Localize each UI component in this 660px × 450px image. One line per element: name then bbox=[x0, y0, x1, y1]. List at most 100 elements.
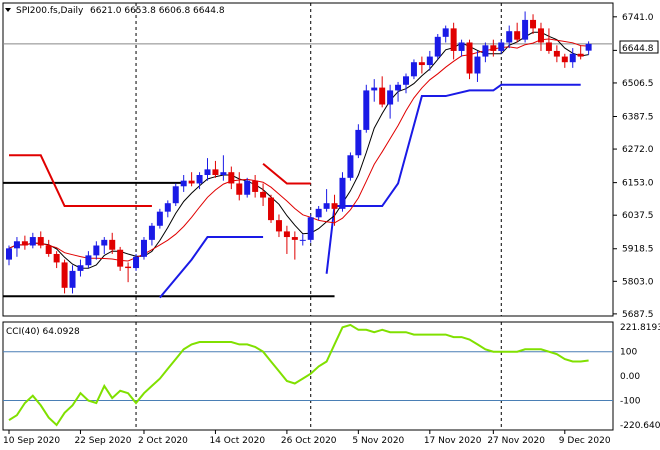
bullish-candle bbox=[140, 237, 147, 260]
candle-body bbox=[490, 45, 497, 51]
bearish-candle bbox=[228, 166, 235, 190]
price-tick-label: 6037.5 bbox=[622, 211, 654, 221]
bullish-candle bbox=[434, 34, 441, 60]
bearish-candle bbox=[553, 45, 560, 63]
blue-envelope-line bbox=[159, 236, 264, 299]
bullish-candle bbox=[299, 234, 306, 246]
candle-body bbox=[474, 56, 481, 74]
bearish-candle bbox=[252, 175, 259, 198]
candle-body bbox=[537, 28, 544, 43]
bullish-candle bbox=[363, 84, 370, 133]
candle-body bbox=[395, 84, 402, 91]
candle-body bbox=[69, 270, 76, 288]
bearish-candle bbox=[418, 56, 425, 74]
bearish-candle bbox=[466, 39, 473, 80]
candle-body bbox=[585, 43, 592, 51]
symbol-dropdown-icon[interactable] bbox=[5, 8, 11, 12]
bearish-candle bbox=[117, 246, 124, 271]
bearish-candle bbox=[236, 172, 243, 201]
bullish-candle bbox=[204, 158, 211, 181]
bullish-candle bbox=[101, 237, 108, 254]
bullish-candle bbox=[498, 39, 505, 54]
candle-body bbox=[244, 180, 251, 195]
candle-body bbox=[545, 42, 552, 51]
bearish-candle bbox=[37, 231, 44, 249]
bullish-candle bbox=[585, 41, 592, 55]
bullish-candle bbox=[426, 50, 433, 71]
candle-body bbox=[315, 208, 322, 218]
bullish-candle bbox=[69, 265, 76, 294]
candle-body bbox=[307, 217, 314, 240]
bullish-candle bbox=[442, 25, 449, 43]
bullish-candle bbox=[307, 214, 314, 243]
bullish-candle bbox=[315, 206, 322, 221]
bullish-candle bbox=[180, 175, 187, 192]
candle-body bbox=[506, 31, 513, 43]
candle-body bbox=[553, 50, 560, 57]
bearish-candle bbox=[125, 262, 132, 283]
main-panel-frame bbox=[2, 2, 614, 317]
candle-body bbox=[236, 183, 243, 195]
candle-body bbox=[347, 155, 354, 178]
chart-title: SPI200.fs,Daily bbox=[16, 6, 84, 16]
bullish-candle bbox=[339, 172, 346, 212]
cci-series-line bbox=[8, 323, 589, 427]
candle-body bbox=[101, 239, 108, 246]
candle-body bbox=[61, 262, 68, 288]
bearish-candle bbox=[53, 251, 60, 269]
bearish-candle bbox=[212, 160, 219, 178]
candle-body bbox=[53, 253, 60, 263]
time-tick-label: 9 Dec 2020 bbox=[559, 436, 611, 446]
candlesticks bbox=[6, 11, 592, 294]
candle-body bbox=[148, 225, 155, 240]
red-envelope-line bbox=[262, 162, 311, 185]
cci-tick-label: 0.00 bbox=[620, 372, 640, 382]
time-tick-label: 5 Nov 2020 bbox=[352, 436, 404, 446]
bullish-candle bbox=[172, 183, 179, 207]
price-tick-label: 6272.0 bbox=[622, 145, 654, 155]
candle-body bbox=[188, 180, 195, 184]
candle-body bbox=[85, 255, 92, 266]
bearish-candle bbox=[537, 22, 544, 51]
price-tick-label: 6741.0 bbox=[622, 13, 654, 23]
candle-body bbox=[291, 237, 298, 240]
bearish-candle bbox=[450, 22, 457, 60]
candle-body bbox=[561, 56, 568, 63]
bullish-candle bbox=[569, 48, 576, 68]
price-tick-label: 5803.0 bbox=[622, 277, 654, 287]
price-tick-label: 5918.5 bbox=[622, 245, 654, 255]
bearish-candle bbox=[514, 22, 521, 43]
candle-body bbox=[180, 180, 187, 187]
candle-body bbox=[418, 62, 425, 66]
candle-body bbox=[426, 56, 433, 66]
envelope-lines bbox=[9, 83, 581, 299]
bullish-candle bbox=[387, 84, 394, 119]
candle-body bbox=[196, 175, 203, 184]
last-price-label: 6644.8 bbox=[622, 44, 654, 54]
candle-body bbox=[133, 256, 140, 269]
time-tick-label: 10 Sep 2020 bbox=[3, 436, 60, 446]
bullish-candle bbox=[13, 237, 20, 257]
bullish-candle bbox=[196, 172, 203, 190]
time-tick-label: 2 Oct 2020 bbox=[138, 436, 188, 446]
candle-body bbox=[125, 266, 132, 269]
bullish-candle bbox=[474, 50, 481, 82]
candle-body bbox=[355, 129, 362, 156]
ohlc-header: 6621.0 6653.8 6606.8 6644.8 bbox=[90, 6, 225, 16]
candle-body bbox=[466, 42, 473, 74]
cci-tick-label: -220.640 bbox=[620, 421, 660, 431]
cci-tick-label: 221.8193 bbox=[620, 323, 660, 333]
cci-label: CCI(40) 64.0928 bbox=[6, 327, 80, 337]
cci-tick-label: -100 bbox=[620, 397, 641, 407]
bearish-candle bbox=[561, 53, 568, 68]
bullish-candle bbox=[93, 241, 100, 260]
time-tick-label: 14 Oct 2020 bbox=[209, 436, 265, 446]
time-tick-label: 17 Nov 2020 bbox=[424, 436, 482, 446]
candle-body bbox=[45, 245, 52, 254]
bullish-candle bbox=[355, 124, 362, 159]
candle-body bbox=[514, 31, 521, 40]
candle-body bbox=[77, 265, 84, 271]
candle-body bbox=[458, 42, 465, 51]
candle-body bbox=[283, 231, 290, 238]
